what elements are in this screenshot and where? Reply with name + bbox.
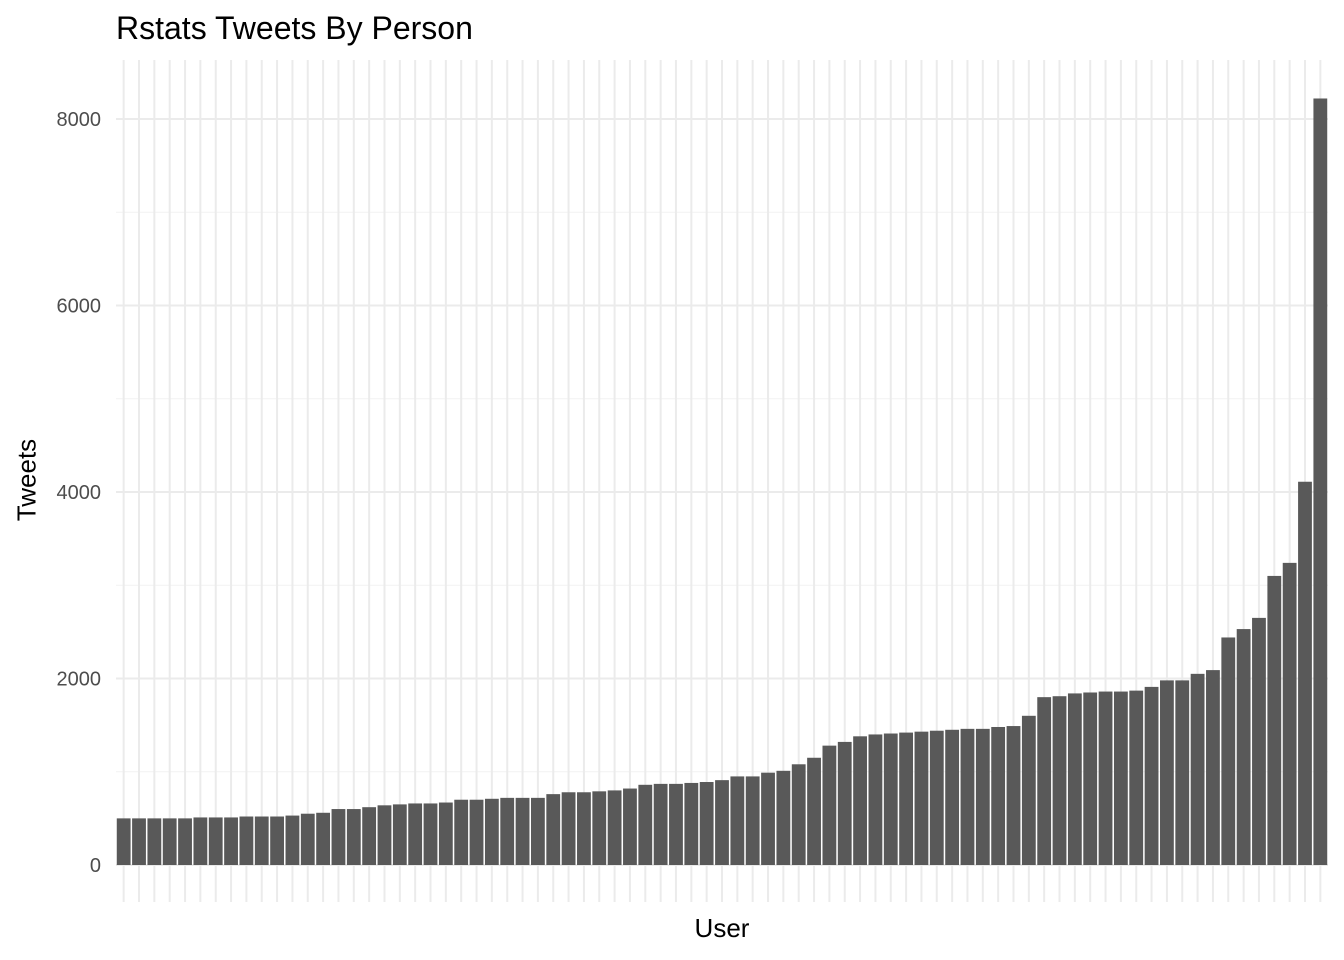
bar [730,776,745,865]
bar [1083,692,1098,865]
bar [239,816,254,865]
bar [346,809,361,865]
bar [392,804,407,865]
bar [684,782,699,865]
bar [530,797,545,865]
bar [1160,680,1174,865]
bar-series [116,98,1328,866]
bar [270,816,284,865]
bar [1206,670,1220,865]
y-tick-label: 0 [90,855,101,877]
bar [300,813,315,865]
bar [1129,690,1144,865]
bar [807,757,821,865]
bar [515,797,530,865]
x-axis-title: User [694,913,750,943]
bar [1282,562,1297,865]
bar [1037,697,1052,865]
bar [500,797,515,865]
y-tick-label: 8000 [57,109,102,131]
bar [669,783,683,865]
bar [1067,693,1082,865]
bar [745,776,760,865]
bar [454,799,469,865]
bar [1267,575,1282,865]
bar [208,817,223,865]
bar [1021,715,1036,865]
bar [699,782,714,865]
bar [822,745,837,865]
bar [484,798,499,865]
bar [254,816,269,865]
bar [1298,481,1312,865]
y-tick-label: 2000 [57,669,102,691]
bar [607,790,622,865]
bar [469,799,484,865]
bar [316,812,331,865]
bar [1190,673,1205,865]
bar [116,818,131,865]
bar [423,803,438,865]
bar [577,792,591,865]
bar [945,729,960,865]
bar [1113,691,1128,865]
bar [178,818,192,865]
bar [853,736,867,865]
bar [561,792,576,865]
bar [653,783,668,865]
bar [1144,686,1159,865]
grid-x [122,60,1322,902]
bar [377,805,392,865]
bar [224,817,238,865]
bar [408,803,423,865]
bar [837,741,852,865]
bar [929,730,944,865]
bar [1313,98,1328,866]
bar [546,794,561,865]
bar [899,732,914,865]
y-tick-label: 4000 [57,482,102,504]
bar [592,791,607,865]
bar [868,734,883,865]
y-tick-labels: 0 2000 4000 6000 8000 [57,109,102,877]
bar [1052,696,1067,865]
bar [1236,629,1251,865]
bar [362,807,377,865]
bar [975,728,990,865]
chart-title: Rstats Tweets By Person [116,10,473,46]
bar [132,818,146,865]
bar [991,726,1006,865]
bar [162,818,177,865]
bar [1006,726,1021,865]
bar [331,809,346,865]
bar [1252,617,1266,865]
bar [438,802,453,865]
bar [776,770,791,865]
bar [285,815,300,865]
bar [623,788,637,865]
bar [638,784,653,865]
bar [761,772,775,865]
bar [791,764,806,865]
bar [960,728,975,865]
bar [147,818,162,865]
bar [1098,691,1113,865]
bar [193,817,208,865]
bar [914,731,929,865]
bar [715,780,729,865]
bar [1221,637,1236,865]
y-tick-label: 6000 [57,296,102,318]
bar [1175,680,1190,865]
bar [883,733,898,865]
